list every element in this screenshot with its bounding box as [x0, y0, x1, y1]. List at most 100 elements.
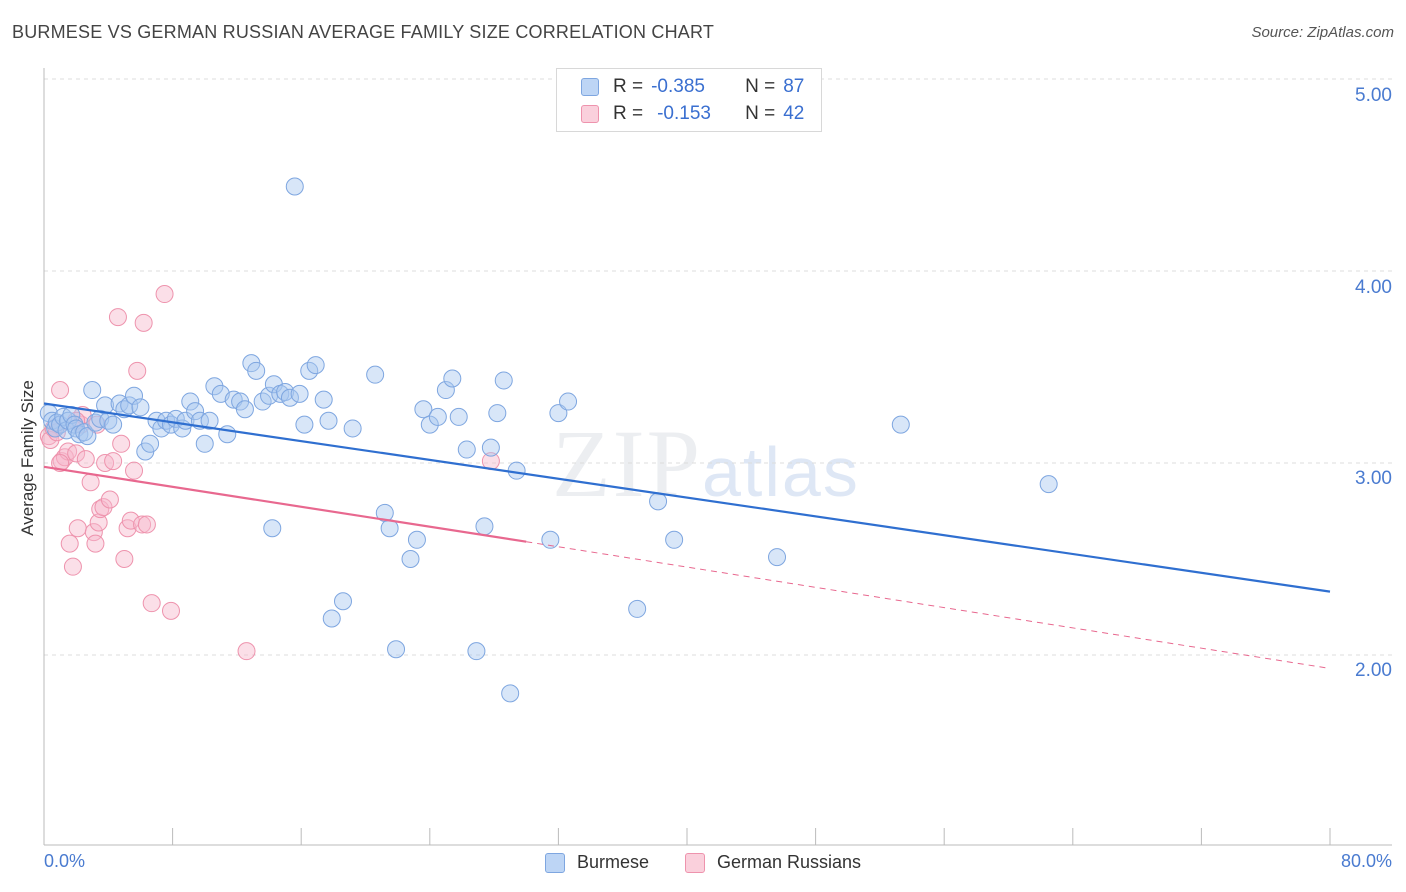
german-russian-swatch [581, 105, 599, 123]
burmese-point [96, 396, 115, 415]
legend-swatch-burmese [544, 852, 565, 873]
german-russian-trend-line [43, 465, 527, 543]
burmese-point [407, 530, 426, 549]
burmese-swatch [581, 78, 599, 96]
burmese-point [665, 530, 684, 549]
burmese-point [290, 384, 309, 403]
german-russian-point [68, 519, 87, 538]
burmese-point [247, 361, 266, 380]
watermark: ZIPatlas [552, 408, 860, 519]
burmese-point [559, 392, 578, 411]
chart-title: BURMESE VS GERMAN RUSSIAN AVERAGE FAMILY… [12, 22, 715, 42]
burmese-point [494, 371, 513, 390]
burmese-point [131, 398, 150, 417]
burmese-point [83, 381, 102, 400]
german-russian-point [133, 515, 152, 534]
burmese-n-label: N = [745, 76, 776, 97]
german-russian-r-label: R = [613, 103, 644, 124]
source-label: Source: ZipAtlas.com [1251, 24, 1394, 41]
german-russian-point [137, 515, 156, 534]
y-tick-label-2: 2.00 [1355, 660, 1392, 681]
burmese-r-label: R = [613, 76, 644, 97]
german-russian-point [41, 430, 60, 449]
burmese-n-value: 87 [783, 76, 805, 97]
german-russian-point [100, 490, 119, 509]
burmese-point [295, 415, 314, 434]
burmese-point [319, 411, 338, 430]
burmese-point [125, 386, 144, 405]
burmese-point [218, 425, 237, 444]
burmese-point [1039, 475, 1058, 494]
watermark-zip: ZIP [552, 410, 702, 517]
burmese-point [104, 415, 123, 434]
y-axis-label: Average Family Size [18, 380, 37, 536]
german-russian-point [142, 594, 161, 613]
burmese-point [263, 519, 282, 538]
burmese-r-value: -0.385 [651, 76, 705, 97]
german-russian-point [76, 450, 95, 469]
german-russian-point [112, 434, 131, 453]
german-russian-trend-extension [526, 541, 1331, 669]
burmese-point [314, 390, 333, 409]
german-russian-point [55, 448, 74, 467]
german-russian-point [81, 473, 100, 492]
german-russian-point [161, 601, 180, 620]
burmese-points [39, 177, 1058, 703]
german-russian-point [134, 313, 153, 332]
burmese-point [322, 609, 341, 628]
burmese-point [891, 415, 910, 434]
burmese-point [141, 434, 160, 453]
burmese-point [387, 640, 406, 659]
burmese-point [333, 592, 352, 611]
legend-label-german-russian: German Russians [716, 852, 862, 872]
burmese-point [541, 530, 560, 549]
legend-swatch-german-russian [684, 852, 705, 873]
burmese-point [181, 392, 200, 411]
german-russian-point [104, 452, 123, 471]
burmese-point [276, 382, 295, 401]
burmese-point [457, 440, 476, 459]
burmese-point [343, 419, 362, 438]
burmese-point [280, 388, 299, 407]
legend: Burmese German Russians [0, 852, 1406, 873]
german-russian-point [51, 454, 70, 472]
german-russian-point [84, 523, 103, 542]
german-russian-point [94, 498, 113, 517]
x-tick-label-min: 0.0% [44, 851, 86, 871]
legend-item-burmese[interactable]: Burmese [544, 852, 649, 873]
german-russian-point [63, 557, 82, 576]
german-russian-point [115, 550, 134, 568]
burmese-point [649, 492, 668, 511]
stats-row-burmese: R = -0.385 N = 87 [581, 75, 804, 99]
burmese-point [449, 407, 468, 426]
burmese-point [78, 427, 97, 446]
burmese-trend-line [43, 402, 1331, 593]
y-tick-label-3: 3.00 [1355, 468, 1392, 489]
burmese-point [488, 404, 507, 423]
burmese-point [235, 400, 254, 419]
burmese-point [205, 377, 224, 396]
burmese-point [428, 407, 447, 426]
german-russian-n-label: N = [745, 103, 776, 124]
german-russian-point [60, 534, 79, 553]
y-tick-label-4: 4.00 [1355, 277, 1392, 298]
trend-lines [43, 402, 1331, 669]
burmese-point [443, 369, 462, 388]
stats-row-german-russian: R = -0.153 N = 42 [581, 102, 804, 126]
correlation-stats-box: R = -0.385 N = 87 R = -0.153 N = 42 [556, 68, 822, 132]
burmese-point [186, 402, 205, 421]
german-russian-points [39, 285, 500, 661]
legend-item-german-russian[interactable]: German Russians [684, 852, 862, 873]
burmese-point [306, 356, 325, 375]
burmese-point [195, 434, 214, 453]
burmese-point [467, 642, 486, 661]
german-russian-r-value: -0.153 [657, 103, 711, 124]
watermark-atlas: atlas [702, 433, 860, 511]
axes [43, 68, 1392, 846]
burmese-point [414, 400, 433, 419]
burmese-point [120, 396, 139, 415]
burmese-point [285, 177, 304, 196]
german-russian-point [128, 361, 147, 380]
german-russian-point [237, 642, 256, 661]
